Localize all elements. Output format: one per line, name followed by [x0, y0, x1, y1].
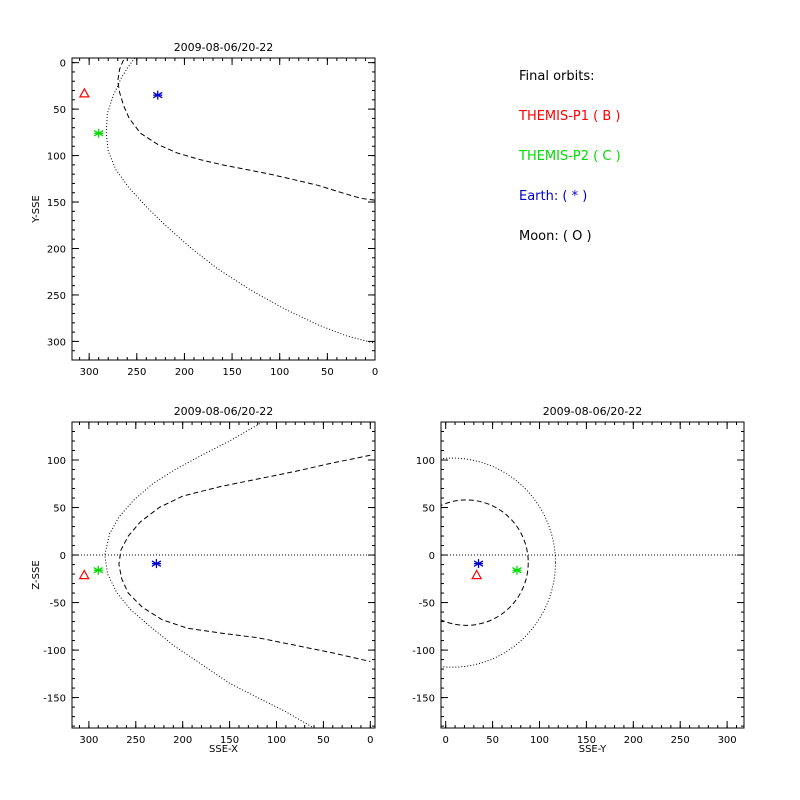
x-tick-label: 250 — [127, 367, 146, 378]
y-tick-label: -150 — [43, 694, 66, 705]
y-tick-label: -100 — [43, 646, 66, 657]
magnetopause-curve — [117, 59, 375, 201]
x-tick-label: 200 — [624, 735, 643, 746]
plot-frame — [71, 421, 376, 729]
x-tick-label: 50 — [486, 735, 499, 746]
xy-panel: 2009-08-06/20-22 300 250 200 150 100 50 0 0 50 100… — [31, 41, 378, 378]
plot-frame — [71, 57, 376, 361]
x-tick-label: 50 — [317, 735, 330, 746]
y-tick-label: 50 — [422, 504, 435, 515]
x-tick-label: 150 — [220, 735, 239, 746]
x-tick-label: 50 — [321, 367, 334, 378]
curves — [72, 422, 375, 728]
themis-p1-marker — [78, 569, 90, 580]
plot-title: 2009-08-06/20-22 — [174, 41, 274, 54]
legend-entry-themis-p1: THEMIS-P1 ( B ) — [518, 109, 621, 124]
y-tick-label: 150 — [47, 198, 66, 209]
bow-shock-curve — [441, 457, 556, 668]
y-tick-label: 250 — [47, 291, 66, 302]
themis-p1-marker — [471, 569, 483, 580]
y-tick-label: 0 — [429, 551, 435, 562]
y-tick-label: -50 — [419, 599, 435, 610]
x-tick-label: 250 — [671, 735, 690, 746]
y-tick-label: -50 — [50, 599, 66, 610]
y-tick-label: -100 — [412, 646, 435, 657]
y-tick-label: 100 — [416, 456, 435, 467]
plot-title: 2009-08-06/20-22 — [174, 405, 274, 418]
x-tick-label: 100 — [530, 735, 549, 746]
earth-marker — [151, 559, 162, 569]
x-axis-label: SSE-X — [209, 744, 238, 755]
earth-marker — [152, 90, 163, 100]
x-tick-label: 300 — [718, 735, 737, 746]
legend-entry-moon: Moon: ( O ) — [519, 229, 592, 244]
x-tick-label: 100 — [267, 735, 286, 746]
themis-p2-marker — [512, 565, 522, 575]
themis-p2-marker — [93, 565, 104, 575]
magnetopause-curve — [441, 499, 529, 626]
x-tick-label: 0 — [443, 735, 449, 746]
themis-p2-marker — [93, 128, 104, 138]
y-tick-label: 100 — [47, 456, 66, 467]
x-tick-label: 300 — [80, 367, 99, 378]
x-tick-label: 0 — [367, 735, 373, 746]
legend: Final orbits: THEMIS-P1 ( B ) THEMIS-P2 … — [518, 69, 621, 244]
curves — [105, 58, 375, 344]
legend-entry-earth: Earth: ( * ) — [519, 189, 587, 204]
y-tick-label: 0 — [60, 551, 66, 562]
legend-heading: Final orbits: — [519, 69, 595, 84]
x-tick-label: 150 — [577, 735, 596, 746]
y-tick-label: 50 — [53, 105, 66, 116]
y-axis-label: Y-SSE — [31, 195, 42, 224]
plot-title: 2009-08-06/20-22 — [543, 405, 643, 418]
earth-marker — [473, 559, 484, 569]
x-tick-label: 250 — [126, 735, 145, 746]
y-tick-label: 50 — [53, 504, 66, 515]
yz-panel: 2009-08-06/20-22 0 50 100 150 200 250 300 100 50 0… — [412, 405, 745, 755]
y-tick-label: 100 — [47, 152, 66, 163]
legend-entry-themis-p2: THEMIS-P2 ( C ) — [518, 149, 621, 164]
x-tick-label: 100 — [270, 367, 289, 378]
x-tick-label: 0 — [372, 367, 378, 378]
y-tick-label: 0 — [60, 59, 66, 70]
x-tick-label: 200 — [175, 367, 194, 378]
y-tick-label: 300 — [47, 337, 66, 348]
y-tick-label: -150 — [412, 694, 435, 705]
x-tick-label: 150 — [223, 367, 242, 378]
y-tick-label: 200 — [47, 244, 66, 255]
x-tick-label: 200 — [173, 735, 192, 746]
xz-panel: 2009-08-06/20-22 300 250 200 150 100 50 0 100 50 0… — [31, 405, 376, 755]
bow-shock-curve — [104, 422, 315, 728]
y-axis-label: Z-SSE — [31, 560, 42, 589]
magnetopause-curve — [118, 454, 371, 662]
themis-p1-marker — [78, 87, 90, 98]
curves — [441, 457, 744, 668]
x-tick-label: 300 — [79, 735, 98, 746]
plot-frame — [440, 421, 745, 729]
x-axis-label: SSE-Y — [579, 744, 607, 755]
